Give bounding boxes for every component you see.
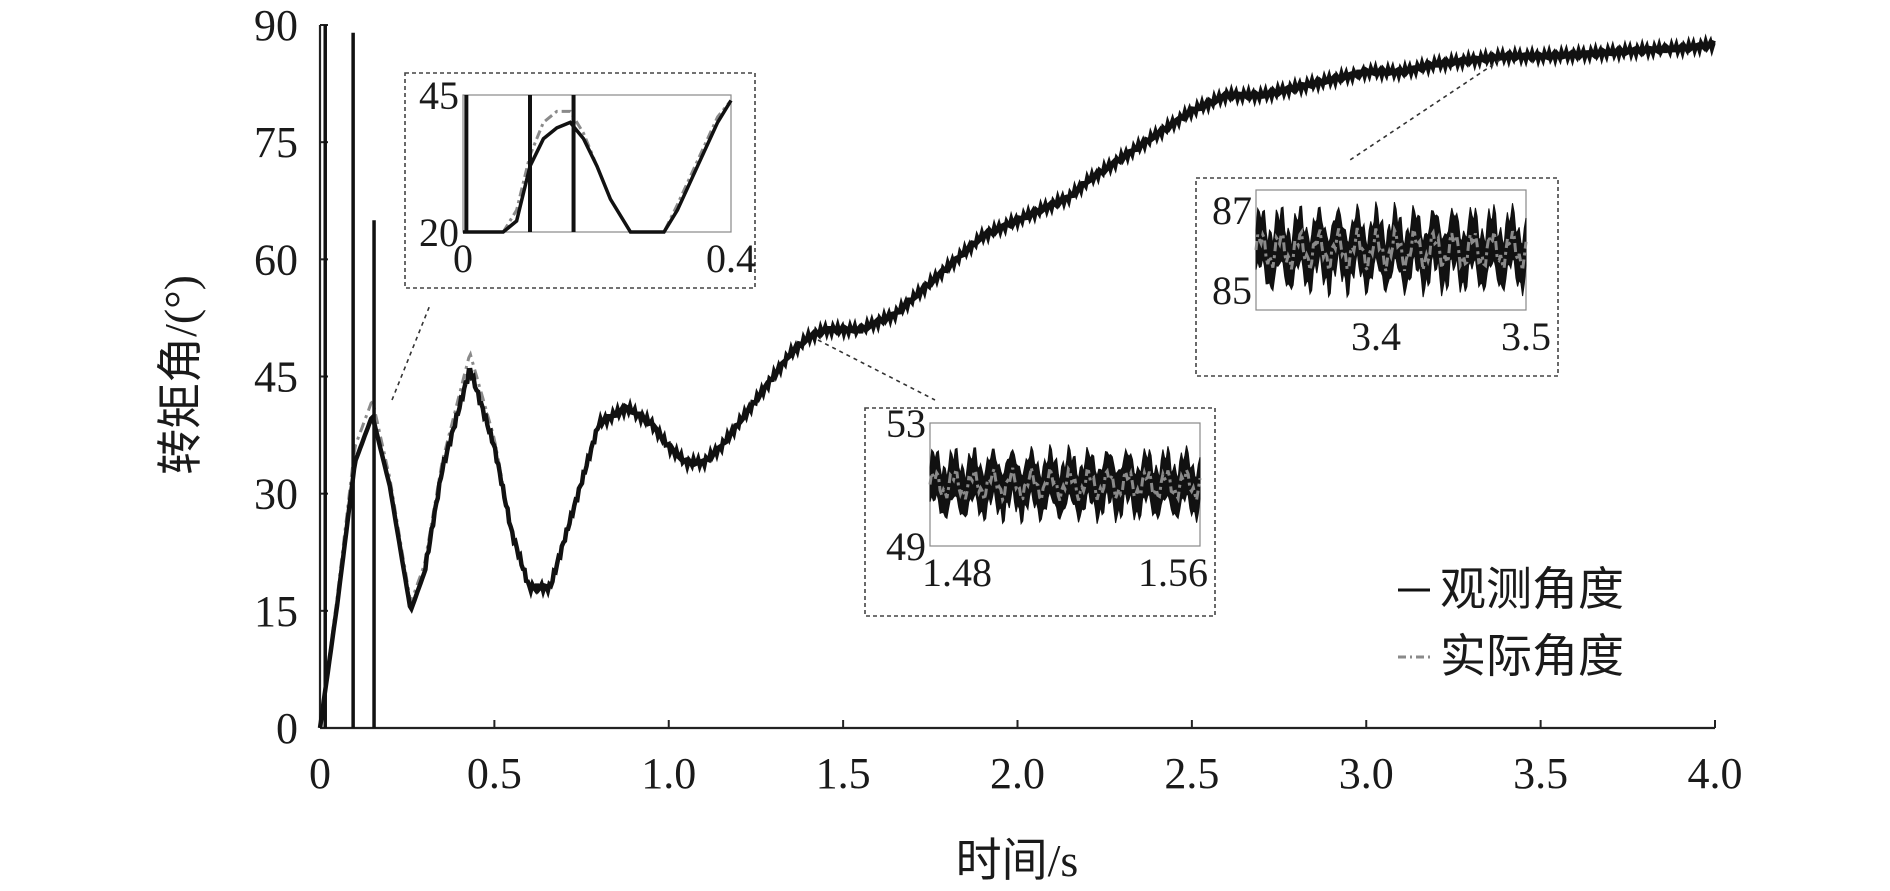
x-tick-label: 4.0 [1688,749,1743,798]
y-tick-label: 60 [254,235,298,284]
x-axis-label: 时间/s [956,835,1079,886]
x-tick-label: 2.0 [990,749,1045,798]
inset-mid-zoom: 1.48 1.56 53 49 [864,401,1216,617]
inset-y-tick-label: 45 [419,73,459,118]
inset-y-tick-label: 49 [886,524,926,569]
y-tick-label: 45 [254,353,298,402]
inset-actual-line [928,462,1202,505]
inset-y-tick-label: 87 [1212,188,1252,233]
inset-end-zoom: 3.4 3.5 87 85 [1195,177,1559,377]
legend: 观测角度 实际角度 [1398,564,1624,682]
inset-x-tick-label: 3.4 [1351,314,1401,359]
x-tick-label: 2.5 [1164,749,1219,798]
main-plot-area: 0 0.5 1.0 1.5 2.0 2.5 3.0 3.5 4.0 0 15 30 45 60 75 90 [254,1,1743,798]
x-tick-label: 1.5 [816,749,871,798]
inset-axes-box [462,94,732,233]
y-tick-label: 90 [254,1,298,50]
y-axis-ticks: 0 15 30 45 60 75 90 [254,1,328,753]
inset-x-tick-label: 1.48 [922,550,992,595]
y-tick-label: 30 [254,470,298,519]
y-axis-label: 转矩角/(°) [155,275,206,475]
y-tick-label: 75 [254,118,298,167]
x-tick-label: 0.5 [467,749,522,798]
inset-observed-line [463,99,733,234]
x-tick-label: 1.0 [641,749,696,798]
x-axis-ticks: 0 0.5 1.0 1.5 2.0 2.5 3.0 3.5 4.0 [309,720,1743,798]
arrow-inset-3 [1349,59,1501,161]
inset-startup-zoom: 0 0.4 45 20 [404,72,756,289]
inset-callout-arrows [391,59,1501,401]
inset-y-tick-label: 20 [419,210,459,255]
inset-y-tick-label: 53 [886,401,926,446]
inset-x-tick-label: 3.5 [1501,314,1551,359]
series-line-observed [317,33,1716,729]
legend-label-actual: 实际角度 [1440,631,1624,682]
y-tick-label: 15 [254,587,298,636]
inset-x-tick-label: 1.56 [1138,550,1208,595]
x-tick-label: 3.0 [1339,749,1394,798]
y-tick-label: 0 [276,704,298,753]
series-observed-angle [317,25,1716,729]
x-tick-label: 0 [309,749,331,798]
inset-y-tick-label: 85 [1212,268,1252,313]
inset-actual-line [1254,224,1528,276]
arrow-inset-1 [391,304,431,401]
x-tick-label: 3.5 [1513,749,1568,798]
inset-x-tick-label: 0 [453,236,473,281]
arrow-inset-2 [817,339,936,401]
inset-x-tick-label: 0.4 [706,236,756,281]
legend-label-observed: 观测角度 [1440,564,1624,615]
